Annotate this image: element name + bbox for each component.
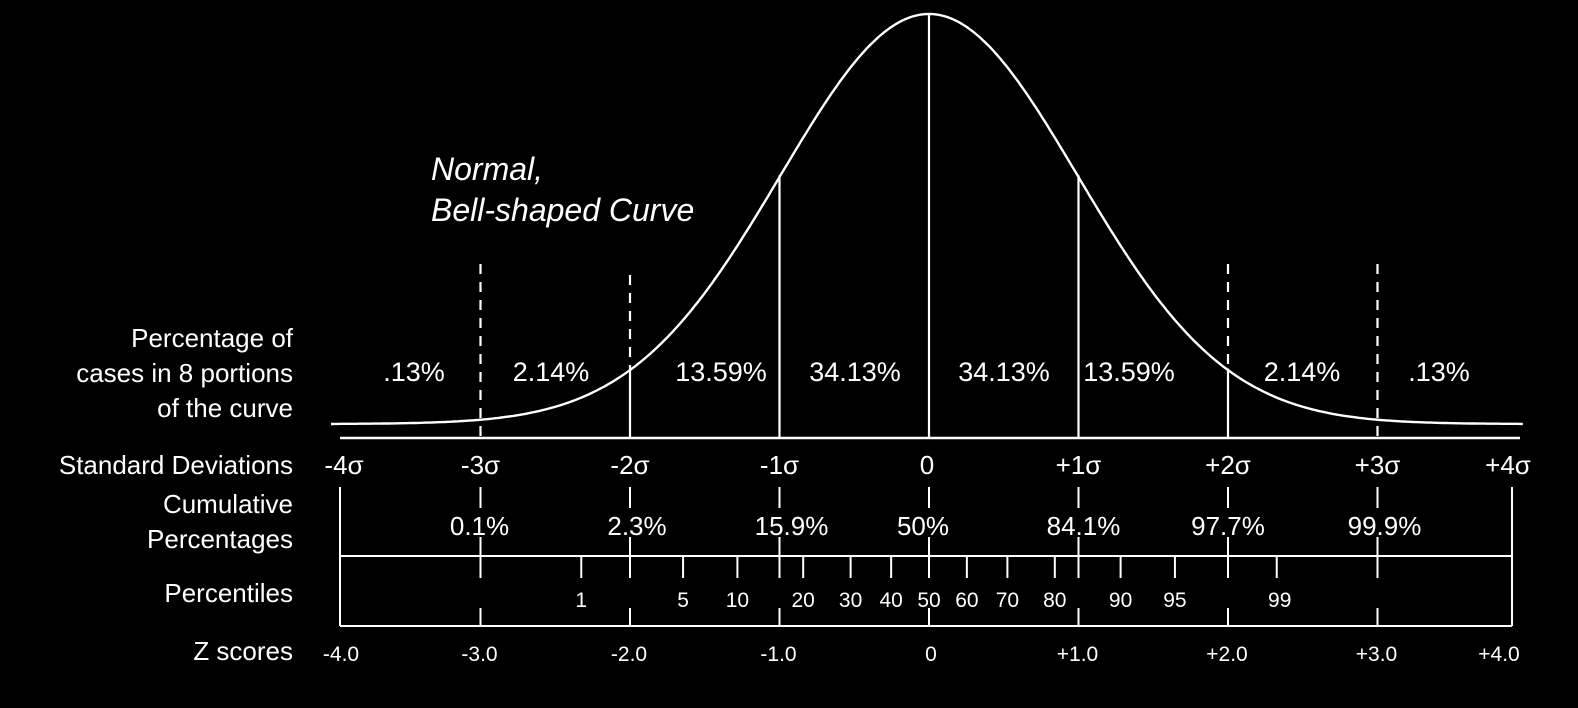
percentile-label: 40 [879,589,902,612]
label-percentage-3: of the curve [157,393,293,423]
cumulative-percentage: 15.9% [755,511,829,541]
label-z-scores: Z scores [193,636,293,666]
percentile-label: 99 [1268,589,1291,612]
region-percentage: 13.59% [1083,357,1175,387]
percentile-label: 5 [677,589,689,612]
region-percentage: 2.14% [1264,357,1341,387]
cumulative-percentage: 2.3% [607,511,666,541]
sd-label: +2σ [1205,450,1251,480]
region-percentage: 34.13% [958,357,1050,387]
percentile-label: 60 [955,589,978,612]
region-percentage: 2.14% [513,357,590,387]
sd-label: +1σ [1056,450,1102,480]
region-percentage: .13% [383,357,445,387]
label-percentiles: Percentiles [164,578,293,608]
percentile-label: 1 [575,589,587,612]
title-line-1: Normal, [431,151,543,187]
sd-label: -2σ [610,450,649,480]
z-score-label: -4.0 [323,643,359,666]
label-cumulative-2: Percentages [147,524,293,554]
label-cumulative-1: Cumulative [163,489,293,519]
percentile-label: 20 [792,589,815,612]
percentile-label: 70 [996,589,1019,612]
z-score-label: +1.0 [1057,643,1098,666]
z-score-label: +3.0 [1356,643,1397,666]
percentile-label: 30 [839,589,862,612]
z-score-label: +2.0 [1206,643,1247,666]
cumulative-percentage: 97.7% [1191,511,1265,541]
cumulative-percentage: 84.1% [1047,511,1121,541]
region-percentage: .13% [1408,357,1470,387]
z-score-label: -1.0 [760,643,796,666]
cumulative-percentage: 99.9% [1348,511,1422,541]
percentile-label: 90 [1109,589,1132,612]
sd-label: -4σ [324,450,363,480]
label-percentage-2: cases in 8 portions [76,358,293,388]
region-percentage: 13.59% [675,357,767,387]
cumulative-percentage: 50% [897,511,949,541]
region-percentage: 34.13% [809,357,901,387]
percentile-label: 50 [917,589,940,612]
percentile-label: 10 [726,589,749,612]
z-score-label: -2.0 [611,643,647,666]
percentile-label: 80 [1043,589,1066,612]
diagram-lines [330,12,1523,627]
z-score-label: +4.0 [1478,643,1519,666]
sd-label: +3σ [1355,450,1401,480]
z-score-label: 0 [925,643,937,666]
z-score-label: -3.0 [461,643,497,666]
sd-label: -1σ [760,450,799,480]
bell-curve [330,12,1523,426]
percentile-label: 95 [1163,589,1186,612]
label-standard-deviations: Standard Deviations [59,450,293,480]
diagram-labels: Normal, Bell-shaped Curve Percentage of cas… [59,151,1531,666]
title-line-2: Bell-shaped Curve [431,192,694,228]
sd-label: +4σ [1485,450,1531,480]
sd-label: -3σ [461,450,500,480]
sd-label: 0 [920,450,934,480]
cumulative-percentage: 0.1% [450,511,509,541]
label-percentage-1: Percentage of [131,323,294,353]
